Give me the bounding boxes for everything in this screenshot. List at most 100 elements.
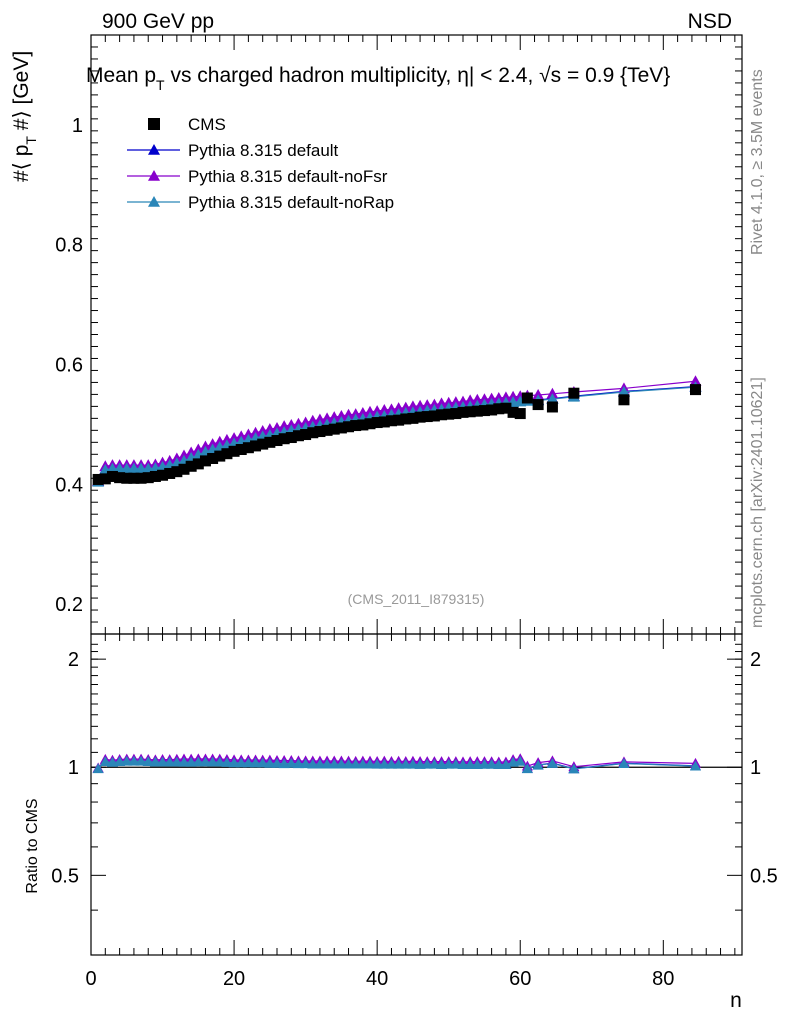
ratio-point (414, 759, 426, 769)
data-point (178, 463, 190, 475)
data-point (171, 466, 183, 478)
data-point (464, 406, 476, 418)
data-point (436, 409, 448, 421)
data-point (242, 442, 254, 454)
ratio-ylabel: Ratio to CMS (24, 798, 41, 893)
ratio-point (142, 756, 154, 767)
mcplots-label: mcplots.cern.ch [arXiv:2401.10621] (749, 377, 766, 628)
ratio-point (221, 756, 233, 767)
ratio-point (264, 757, 276, 768)
eta-symbol: η| < 2.4, (457, 64, 539, 87)
ratio-point (271, 757, 283, 768)
ratio-point (464, 759, 476, 769)
y-tick-label: 0.2 (55, 594, 83, 616)
ratio-panel-frame (90, 633, 743, 956)
data-point (393, 414, 405, 426)
ratio-point (618, 758, 630, 768)
data-point (514, 408, 526, 420)
data-point (478, 405, 490, 417)
ratio-point (164, 756, 176, 767)
data-point (292, 430, 304, 442)
header-right: NSD (688, 10, 732, 33)
data-point (185, 460, 197, 472)
data-point (92, 473, 104, 485)
ratio-point (514, 755, 526, 766)
ratio-point (443, 758, 455, 769)
ratio-y-tick-label-right: 2 (750, 649, 761, 671)
main-axis-ticks: 0.2 0.4 0.6 0.8 1 (55, 34, 742, 635)
ratio-point (457, 759, 469, 769)
ratio-point (185, 756, 197, 767)
data-point (414, 411, 426, 423)
data-point (221, 448, 233, 460)
data-point (357, 419, 369, 431)
data-point (228, 445, 240, 457)
data-point (214, 450, 226, 462)
data-point (164, 467, 176, 479)
data-point (546, 393, 559, 404)
legend-label: Pythia 8.315 default-noFsr (188, 167, 388, 186)
ratio-point (321, 758, 333, 769)
ratio-point (350, 758, 362, 769)
ratio-point (364, 758, 376, 769)
x-tick-label: 60 (509, 968, 531, 990)
legend-label: Pythia 8.315 default (188, 141, 339, 160)
data-point (135, 472, 147, 484)
data-point (450, 408, 462, 420)
ratio-point (400, 758, 412, 769)
data-point (207, 452, 219, 464)
header-left: 900 GeV pp (102, 10, 214, 33)
data-point (617, 386, 630, 397)
ratio-point (307, 758, 319, 769)
ratio-point (428, 758, 440, 769)
legend-label: CMS (188, 115, 226, 134)
ratio-y-tick-label: 1 (68, 757, 79, 779)
data-point (443, 408, 455, 420)
ratio-point (568, 763, 580, 774)
data-point (378, 416, 390, 428)
legend-marker (148, 170, 160, 181)
data-point (521, 392, 533, 404)
data-point (507, 406, 519, 418)
data-point (568, 387, 580, 399)
y-tick-label: 0.4 (55, 474, 83, 496)
data-point (121, 472, 133, 484)
data-point (546, 401, 558, 413)
y-tick-label: 0.8 (55, 235, 83, 257)
ratio-point (357, 758, 369, 769)
data-point (257, 438, 269, 450)
x-tick-label: 0 (85, 968, 96, 990)
ratio-point (99, 756, 111, 767)
ratio-point (257, 757, 269, 768)
ratio-point (235, 757, 247, 768)
x-tick-label: 40 (366, 968, 388, 990)
ratio-point (300, 758, 312, 769)
ratio-point (207, 756, 219, 767)
y-tick-label: 1 (72, 115, 83, 137)
data-point (371, 417, 383, 429)
main-series-layer (92, 375, 702, 487)
data-point (400, 413, 412, 425)
ratio-point (343, 758, 355, 769)
ratio-point (214, 756, 226, 767)
ratio-point (171, 756, 183, 767)
ratio-point (407, 758, 419, 769)
ratio-point (546, 757, 558, 768)
ratio-point (199, 756, 211, 767)
ratio-point (285, 757, 297, 768)
ratio-point (450, 758, 462, 769)
ratio-point (493, 759, 505, 769)
data-point (300, 429, 312, 441)
data-point (486, 404, 498, 416)
ratio-point (228, 757, 240, 768)
main-title: Mean pT vs charged hadron multiplicity, … (86, 64, 670, 93)
data-point (99, 473, 111, 485)
ratio-point (157, 756, 169, 767)
data-point (364, 418, 376, 430)
data-point (307, 427, 319, 439)
data-point (500, 402, 512, 414)
main-ylabel: #⟨ pT #⟩ [GeV] (10, 51, 39, 182)
ratio-point (521, 763, 533, 774)
ratio-point (335, 758, 347, 769)
